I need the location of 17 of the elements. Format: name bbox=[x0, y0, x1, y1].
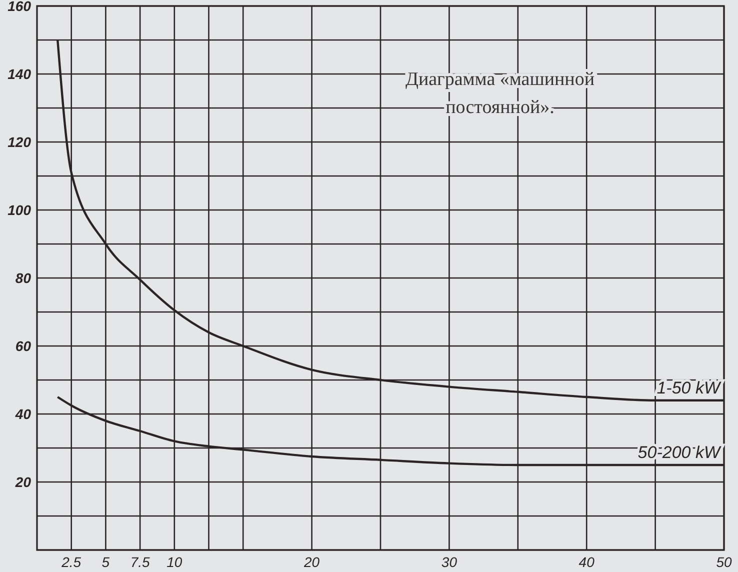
series-label: 1-50 kW bbox=[656, 378, 722, 398]
x-tick-label: 40 bbox=[578, 554, 595, 570]
x-tick-label: 10 bbox=[166, 554, 182, 570]
x-tick-label: 2.5 bbox=[60, 554, 82, 570]
y-tick-label: 140 bbox=[8, 66, 32, 82]
x-tick-label: 5 bbox=[102, 554, 110, 570]
x-tick-label: 30 bbox=[441, 554, 458, 570]
x-tick-label: 50 bbox=[716, 554, 732, 570]
y-tick-label: 20 bbox=[14, 474, 32, 490]
y-tick-label: 160 bbox=[8, 0, 32, 14]
y-tick-label: 120 bbox=[8, 134, 32, 150]
y-tick-label: 100 bbox=[8, 202, 32, 218]
y-tick-label: 60 bbox=[15, 338, 32, 354]
y-tick-label: 80 bbox=[15, 270, 32, 286]
x-tick-label: 20 bbox=[303, 554, 320, 570]
y-tick-label: 40 bbox=[14, 406, 32, 422]
x-tick-label: 7.5 bbox=[130, 554, 150, 570]
